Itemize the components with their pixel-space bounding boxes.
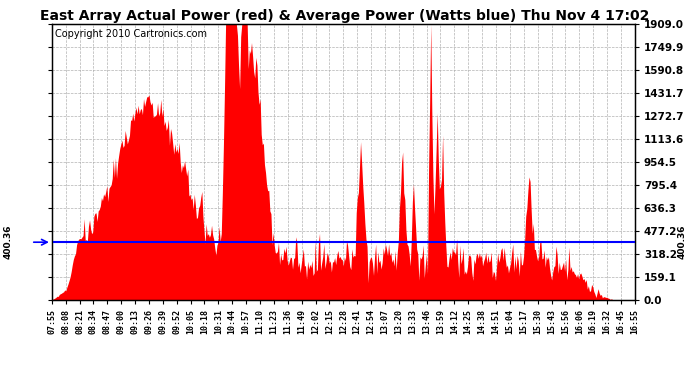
Text: 400.36: 400.36 <box>678 225 687 260</box>
Text: 400.36: 400.36 <box>3 225 12 260</box>
Text: Copyright 2010 Cartronics.com: Copyright 2010 Cartronics.com <box>55 28 207 39</box>
Text: East Array Actual Power (red) & Average Power (Watts blue) Thu Nov 4 17:02: East Array Actual Power (red) & Average … <box>40 9 650 23</box>
